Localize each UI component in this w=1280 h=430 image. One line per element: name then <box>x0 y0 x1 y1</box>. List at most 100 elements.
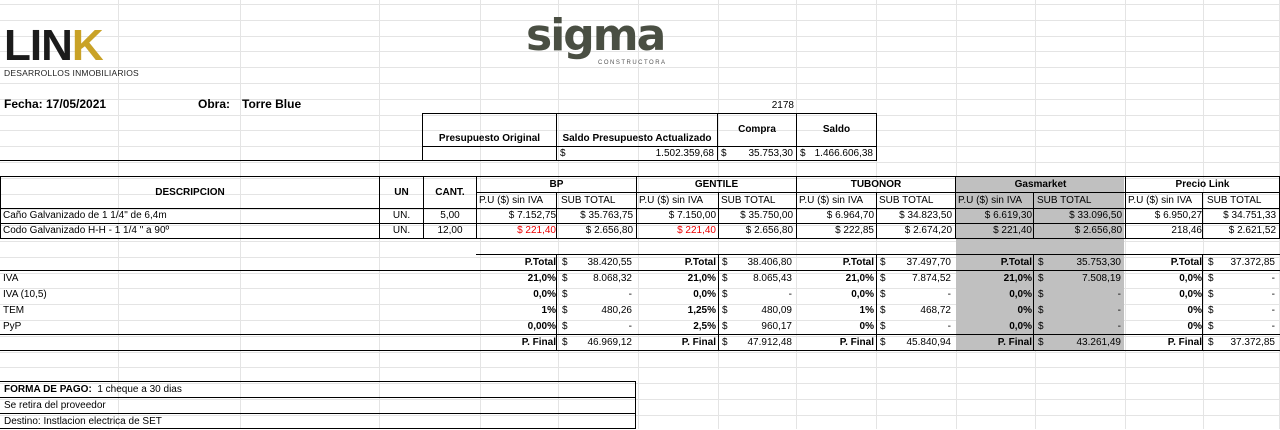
pu-header: P.U ($) sin IVA <box>799 195 864 206</box>
currency-sign: $ <box>562 321 568 332</box>
tax-amount: - <box>947 321 951 332</box>
unit-price: $ 6.964,70 <box>826 210 874 221</box>
tax-amount: 960,17 <box>761 321 792 332</box>
currency-sign: $ <box>722 337 728 348</box>
unit-price: 218,46 <box>1171 225 1202 236</box>
item-description: Codo Galvanizado H-H - 1 1/4 " a 90º <box>3 225 170 236</box>
item-unit: UN. <box>392 225 411 236</box>
tax-amount: - <box>1271 305 1275 316</box>
tax-amount: - <box>1271 289 1275 300</box>
tax-amount: 480,09 <box>761 305 792 316</box>
tax-rate: 0,0% <box>851 289 874 300</box>
tax-rate: 21,0% <box>845 273 874 284</box>
tax-rate: 1,25% <box>687 305 716 316</box>
obra-label: Obra: <box>198 97 231 111</box>
currency-sign: $ <box>562 305 568 316</box>
unit-price: $ 7.152,75 <box>508 210 556 221</box>
subtotal-value: $ 2.674,20 <box>904 225 952 236</box>
compra-header: Compra <box>738 124 776 135</box>
subtotal-value: $ 35.763,75 <box>580 210 633 221</box>
p-final-value: 46.969,12 <box>587 337 633 348</box>
p-total-value: 37.372,85 <box>1230 257 1276 268</box>
currency-sign: $ <box>1208 337 1214 348</box>
vendor-header-precio-link: Precio Link <box>1175 179 1230 190</box>
tax-amount: - <box>1117 305 1121 316</box>
item-description: Caño Galvanizado de 1 1/4" de 6,4m <box>3 210 167 221</box>
tax-amount: 468,72 <box>920 305 951 316</box>
link-logo: LINK <box>4 21 104 70</box>
vendor-header-gentile: GENTILE <box>694 179 739 190</box>
tax-amount: 8.065,43 <box>753 273 792 284</box>
subtotal-value: $ 35.750,00 <box>740 210 793 221</box>
saldo-value: 1.466.606,38 <box>814 148 873 159</box>
p-final-label: P. Final <box>839 337 874 348</box>
tax-amount: 480,26 <box>601 305 632 316</box>
tax-rate: 0,0% <box>533 289 556 300</box>
tax-amount: - <box>628 321 632 332</box>
tax-amount: - <box>1271 273 1275 284</box>
pu-header: P.U ($) sin IVA <box>479 195 544 206</box>
subtotal-header: SUB TOTAL <box>721 195 776 206</box>
p-total-label: P.Total <box>684 257 716 268</box>
currency-sign: $ <box>1038 257 1044 268</box>
unit-price: $ 221,40 <box>517 225 556 236</box>
subtotal-header: SUB TOTAL <box>1207 195 1262 206</box>
compra-value: 35.753,30 <box>748 148 794 159</box>
item-quantity: 5,00 <box>440 210 460 221</box>
destino-note: Destino: Instlacion electrica de SET <box>4 416 162 427</box>
subtotal-value: $ 2.656,80 <box>745 225 793 236</box>
p-final-value: 43.261,49 <box>1076 337 1122 348</box>
forma-de-pago: FORMA DE PAGO: 1 cheque a 30 dias <box>4 384 182 395</box>
tax-rate: 0% <box>1187 321 1202 332</box>
tax-rate: 0,00% <box>527 321 556 332</box>
vendor-header-bp: BP <box>549 179 564 190</box>
currency-sign: $ <box>1038 321 1044 332</box>
tax-amount: - <box>1271 321 1275 332</box>
tax-amount: - <box>788 289 792 300</box>
subtotal-header: SUB TOTAL <box>1037 195 1092 206</box>
sigma-logo-subtitle: CONSTRUCTORA <box>598 60 667 66</box>
item-unit: UN. <box>392 210 411 221</box>
currency-sign: $ <box>562 273 568 284</box>
sigma-logo: sigma <box>526 10 666 61</box>
currency-sign: $ <box>1208 321 1214 332</box>
tax-row-label: PyP <box>3 321 22 332</box>
currency-sign: $ <box>800 148 806 159</box>
tax-amount: - <box>1117 321 1121 332</box>
subtotal-value: $ 2.656,80 <box>1074 225 1122 236</box>
unit-price: $ 221,40 <box>993 225 1032 236</box>
p-final-label: P. Final <box>681 337 716 348</box>
currency-sign: $ <box>880 337 886 348</box>
unit-price: $ 6.619,30 <box>984 210 1032 221</box>
currency-sign: $ <box>880 289 886 300</box>
tax-rate: 1% <box>541 305 556 316</box>
currency-sign: $ <box>1208 273 1214 284</box>
currency-sign: $ <box>1038 289 1044 300</box>
tax-rate: 0% <box>1017 305 1032 316</box>
pu-header: P.U ($) sin IVA <box>639 195 704 206</box>
pu-header: P.U ($) sin IVA <box>958 195 1023 206</box>
currency-sign: $ <box>880 273 886 284</box>
tax-amount: 8.068,32 <box>593 273 632 284</box>
tax-rate: 21,0% <box>687 273 716 284</box>
vendor-header-gasmarket: Gasmarket <box>1014 179 1067 190</box>
subtotal-value: $ 34.751,33 <box>1223 210 1276 221</box>
unit-price: $ 6.950,27 <box>1154 210 1202 221</box>
currency-sign: $ <box>562 289 568 300</box>
tax-amount: 7.874,52 <box>912 273 951 284</box>
tax-rate: 21,0% <box>1003 273 1032 284</box>
link-logo-subtitle: DESARROLLOS INMOBILIARIOS <box>4 68 139 78</box>
currency-sign: $ <box>1208 305 1214 316</box>
tax-amount: - <box>1117 289 1121 300</box>
p-total-value: 38.420,55 <box>587 257 633 268</box>
currency-sign: $ <box>880 321 886 332</box>
p-total-value: 37.497,70 <box>906 257 952 268</box>
tax-rate: 0,0% <box>1179 289 1202 300</box>
tax-rate: 0,0% <box>693 289 716 300</box>
tax-amount: - <box>628 289 632 300</box>
descripcion-header: DESCRIPCION <box>155 187 225 198</box>
tax-rate: 2,5% <box>693 321 716 332</box>
unit-price: $ 221,40 <box>677 225 716 236</box>
tax-rate: 1% <box>859 305 874 316</box>
currency-sign: $ <box>1038 337 1044 348</box>
